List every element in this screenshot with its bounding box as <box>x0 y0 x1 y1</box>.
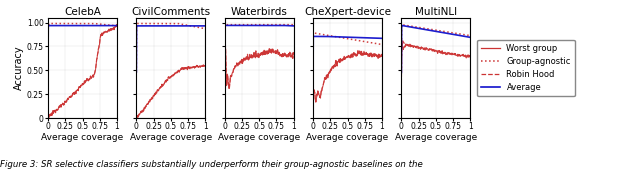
Title: CheXpert-device: CheXpert-device <box>304 7 391 17</box>
Y-axis label: Accuracy: Accuracy <box>14 46 24 90</box>
X-axis label: Average coverage: Average coverage <box>42 133 124 142</box>
X-axis label: Average coverage: Average coverage <box>218 133 300 142</box>
Title: CelebA: CelebA <box>64 7 101 17</box>
Title: CivilComments: CivilComments <box>131 7 211 17</box>
Legend: Worst group, Group-agnostic, Robin Hood, Average: Worst group, Group-agnostic, Robin Hood,… <box>477 40 575 96</box>
Title: Waterbirds: Waterbirds <box>231 7 287 17</box>
Title: MultiNLI: MultiNLI <box>415 7 457 17</box>
Text: Figure 3: SR selective classifiers substantially underperform their group-agnost: Figure 3: SR selective classifiers subst… <box>0 160 423 169</box>
X-axis label: Average coverage: Average coverage <box>130 133 212 142</box>
X-axis label: Average coverage: Average coverage <box>395 133 477 142</box>
X-axis label: Average coverage: Average coverage <box>307 133 388 142</box>
